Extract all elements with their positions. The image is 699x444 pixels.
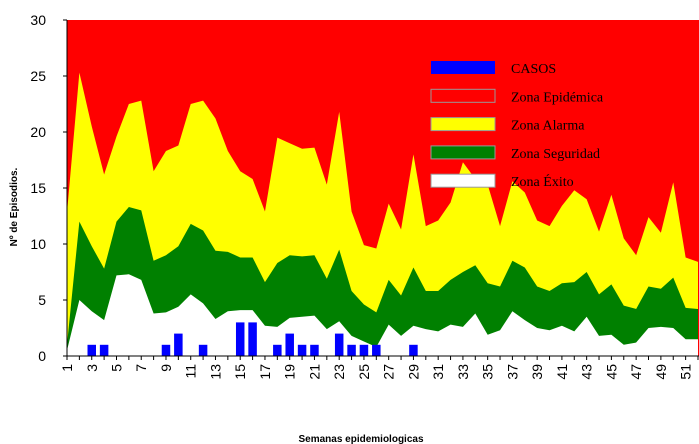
x-tick-label: 1 bbox=[59, 364, 75, 372]
area-layer bbox=[67, 72, 698, 356]
x-tick-label: 51 bbox=[678, 364, 694, 380]
x-tick-label: 25 bbox=[356, 364, 372, 380]
bar-layer bbox=[87, 322, 418, 356]
casos-bar bbox=[334, 333, 344, 356]
casos-bar bbox=[273, 344, 282, 356]
x-tick-label: 23 bbox=[331, 364, 347, 380]
x-tick-label: 5 bbox=[108, 364, 124, 372]
y-tick-label: 10 bbox=[30, 236, 46, 252]
casos-bar bbox=[297, 344, 307, 356]
legend-label: Zona Alarma bbox=[511, 119, 585, 134]
legend: CASOS Zona Epidémica Zona Alarma Zona Segur… bbox=[430, 61, 604, 190]
legend-swatch bbox=[430, 173, 496, 188]
legend-label: CASOS bbox=[511, 62, 556, 77]
x-tick-label: 35 bbox=[480, 364, 496, 380]
casos-bar bbox=[87, 344, 96, 356]
x-tick-label: 13 bbox=[207, 364, 223, 380]
y-tick-label: 15 bbox=[30, 180, 46, 196]
x-tick-label: 39 bbox=[529, 364, 545, 380]
x-tick-label: 11 bbox=[183, 364, 199, 379]
x-tick-label: 19 bbox=[282, 364, 298, 380]
casos-bar bbox=[285, 333, 294, 356]
casos-bar bbox=[161, 344, 171, 356]
x-tick-label: 3 bbox=[84, 364, 100, 372]
y-tick-label: 25 bbox=[30, 68, 46, 84]
x-tick-label: 31 bbox=[430, 364, 446, 380]
casos-bar bbox=[174, 333, 183, 356]
casos-bar bbox=[359, 344, 369, 356]
casos-bar bbox=[310, 344, 319, 356]
x-axis-title: Semanas epidemiologicas bbox=[298, 434, 423, 444]
legend-swatch bbox=[430, 117, 496, 132]
x-tick-label: 49 bbox=[653, 364, 669, 380]
casos-bar bbox=[198, 344, 208, 356]
legend-swatch bbox=[430, 88, 496, 103]
y-tick-label: 30 bbox=[30, 12, 46, 28]
x-tick-label: 15 bbox=[232, 364, 248, 380]
area-zona-xito bbox=[67, 274, 698, 356]
y-tick-label: 0 bbox=[38, 348, 46, 364]
casos-bar bbox=[409, 344, 418, 356]
x-tick-label: 27 bbox=[381, 364, 397, 380]
legend-label: Zona Éxito bbox=[511, 173, 574, 190]
x-tick-label: 41 bbox=[554, 364, 570, 380]
casos-bar bbox=[347, 344, 356, 356]
casos-bar bbox=[248, 322, 257, 356]
x-tick-label: 47 bbox=[628, 364, 644, 380]
x-tick-label: 7 bbox=[133, 364, 149, 372]
x-tick-label: 33 bbox=[455, 364, 471, 380]
legend-swatch bbox=[431, 61, 495, 74]
x-tick-label: 29 bbox=[405, 364, 421, 380]
legend-label: Zona Seguridad bbox=[511, 147, 600, 162]
casos-bar bbox=[99, 344, 109, 356]
x-tick-label: 17 bbox=[257, 364, 273, 380]
x-tick-label: 37 bbox=[504, 364, 520, 380]
x-tick-label: 21 bbox=[306, 364, 322, 380]
x-tick-label: 9 bbox=[158, 364, 174, 372]
legend-swatch bbox=[430, 145, 496, 160]
x-tick-label: 45 bbox=[603, 364, 619, 380]
y-tick-label: 5 bbox=[38, 292, 46, 308]
x-tick-label: 43 bbox=[579, 364, 595, 380]
y-axis-title: Nº de Episodios. bbox=[9, 167, 20, 246]
casos-bar bbox=[372, 344, 381, 356]
y-tick-label: 20 bbox=[30, 124, 46, 140]
casos-bar bbox=[235, 322, 245, 356]
legend-label: Zona Epidémica bbox=[511, 90, 604, 105]
